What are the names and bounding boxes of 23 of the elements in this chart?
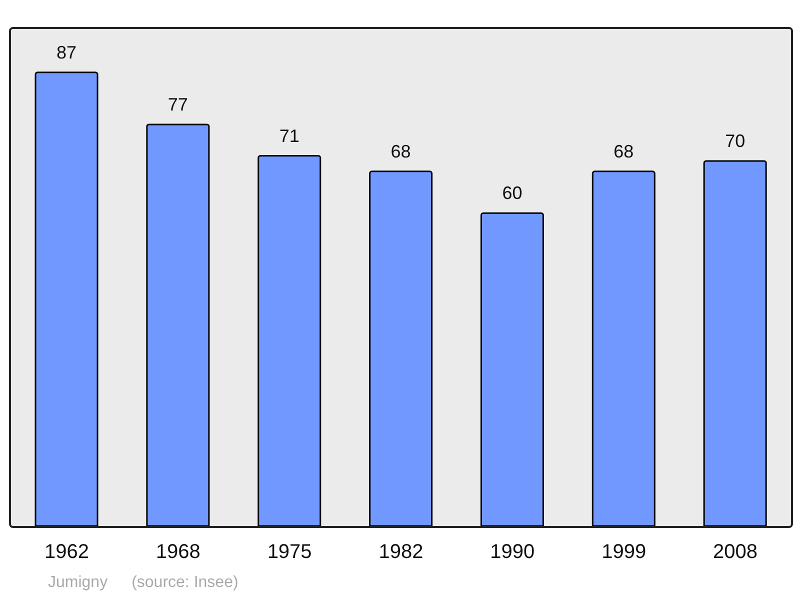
- bar: [34, 72, 98, 526]
- bar: [703, 160, 767, 526]
- data-label: 60: [502, 183, 522, 204]
- x-tick-label: 1962: [44, 541, 89, 564]
- bar: [480, 212, 544, 526]
- x-tick-label: 1999: [602, 541, 646, 564]
- data-label: 87: [56, 42, 77, 62]
- x-tick-label: 1982: [378, 541, 424, 564]
- text: Jumigny: [48, 574, 108, 591]
- data-label: 68: [614, 141, 634, 162]
- data-label: 70: [725, 131, 746, 152]
- x-tick-label: 2008: [713, 541, 758, 564]
- x-tick-label: 1968: [156, 541, 200, 564]
- x-tick-label: 1975: [267, 541, 312, 564]
- x-tick-label: 1990: [490, 541, 535, 564]
- bar: [258, 155, 322, 526]
- data-label: 77: [168, 94, 188, 115]
- text: (source: Insee): [132, 574, 238, 591]
- data-label: 68: [390, 141, 411, 162]
- bar: [592, 170, 656, 526]
- bar: [146, 124, 210, 526]
- data-label: 71: [279, 126, 300, 146]
- bar: [369, 170, 433, 526]
